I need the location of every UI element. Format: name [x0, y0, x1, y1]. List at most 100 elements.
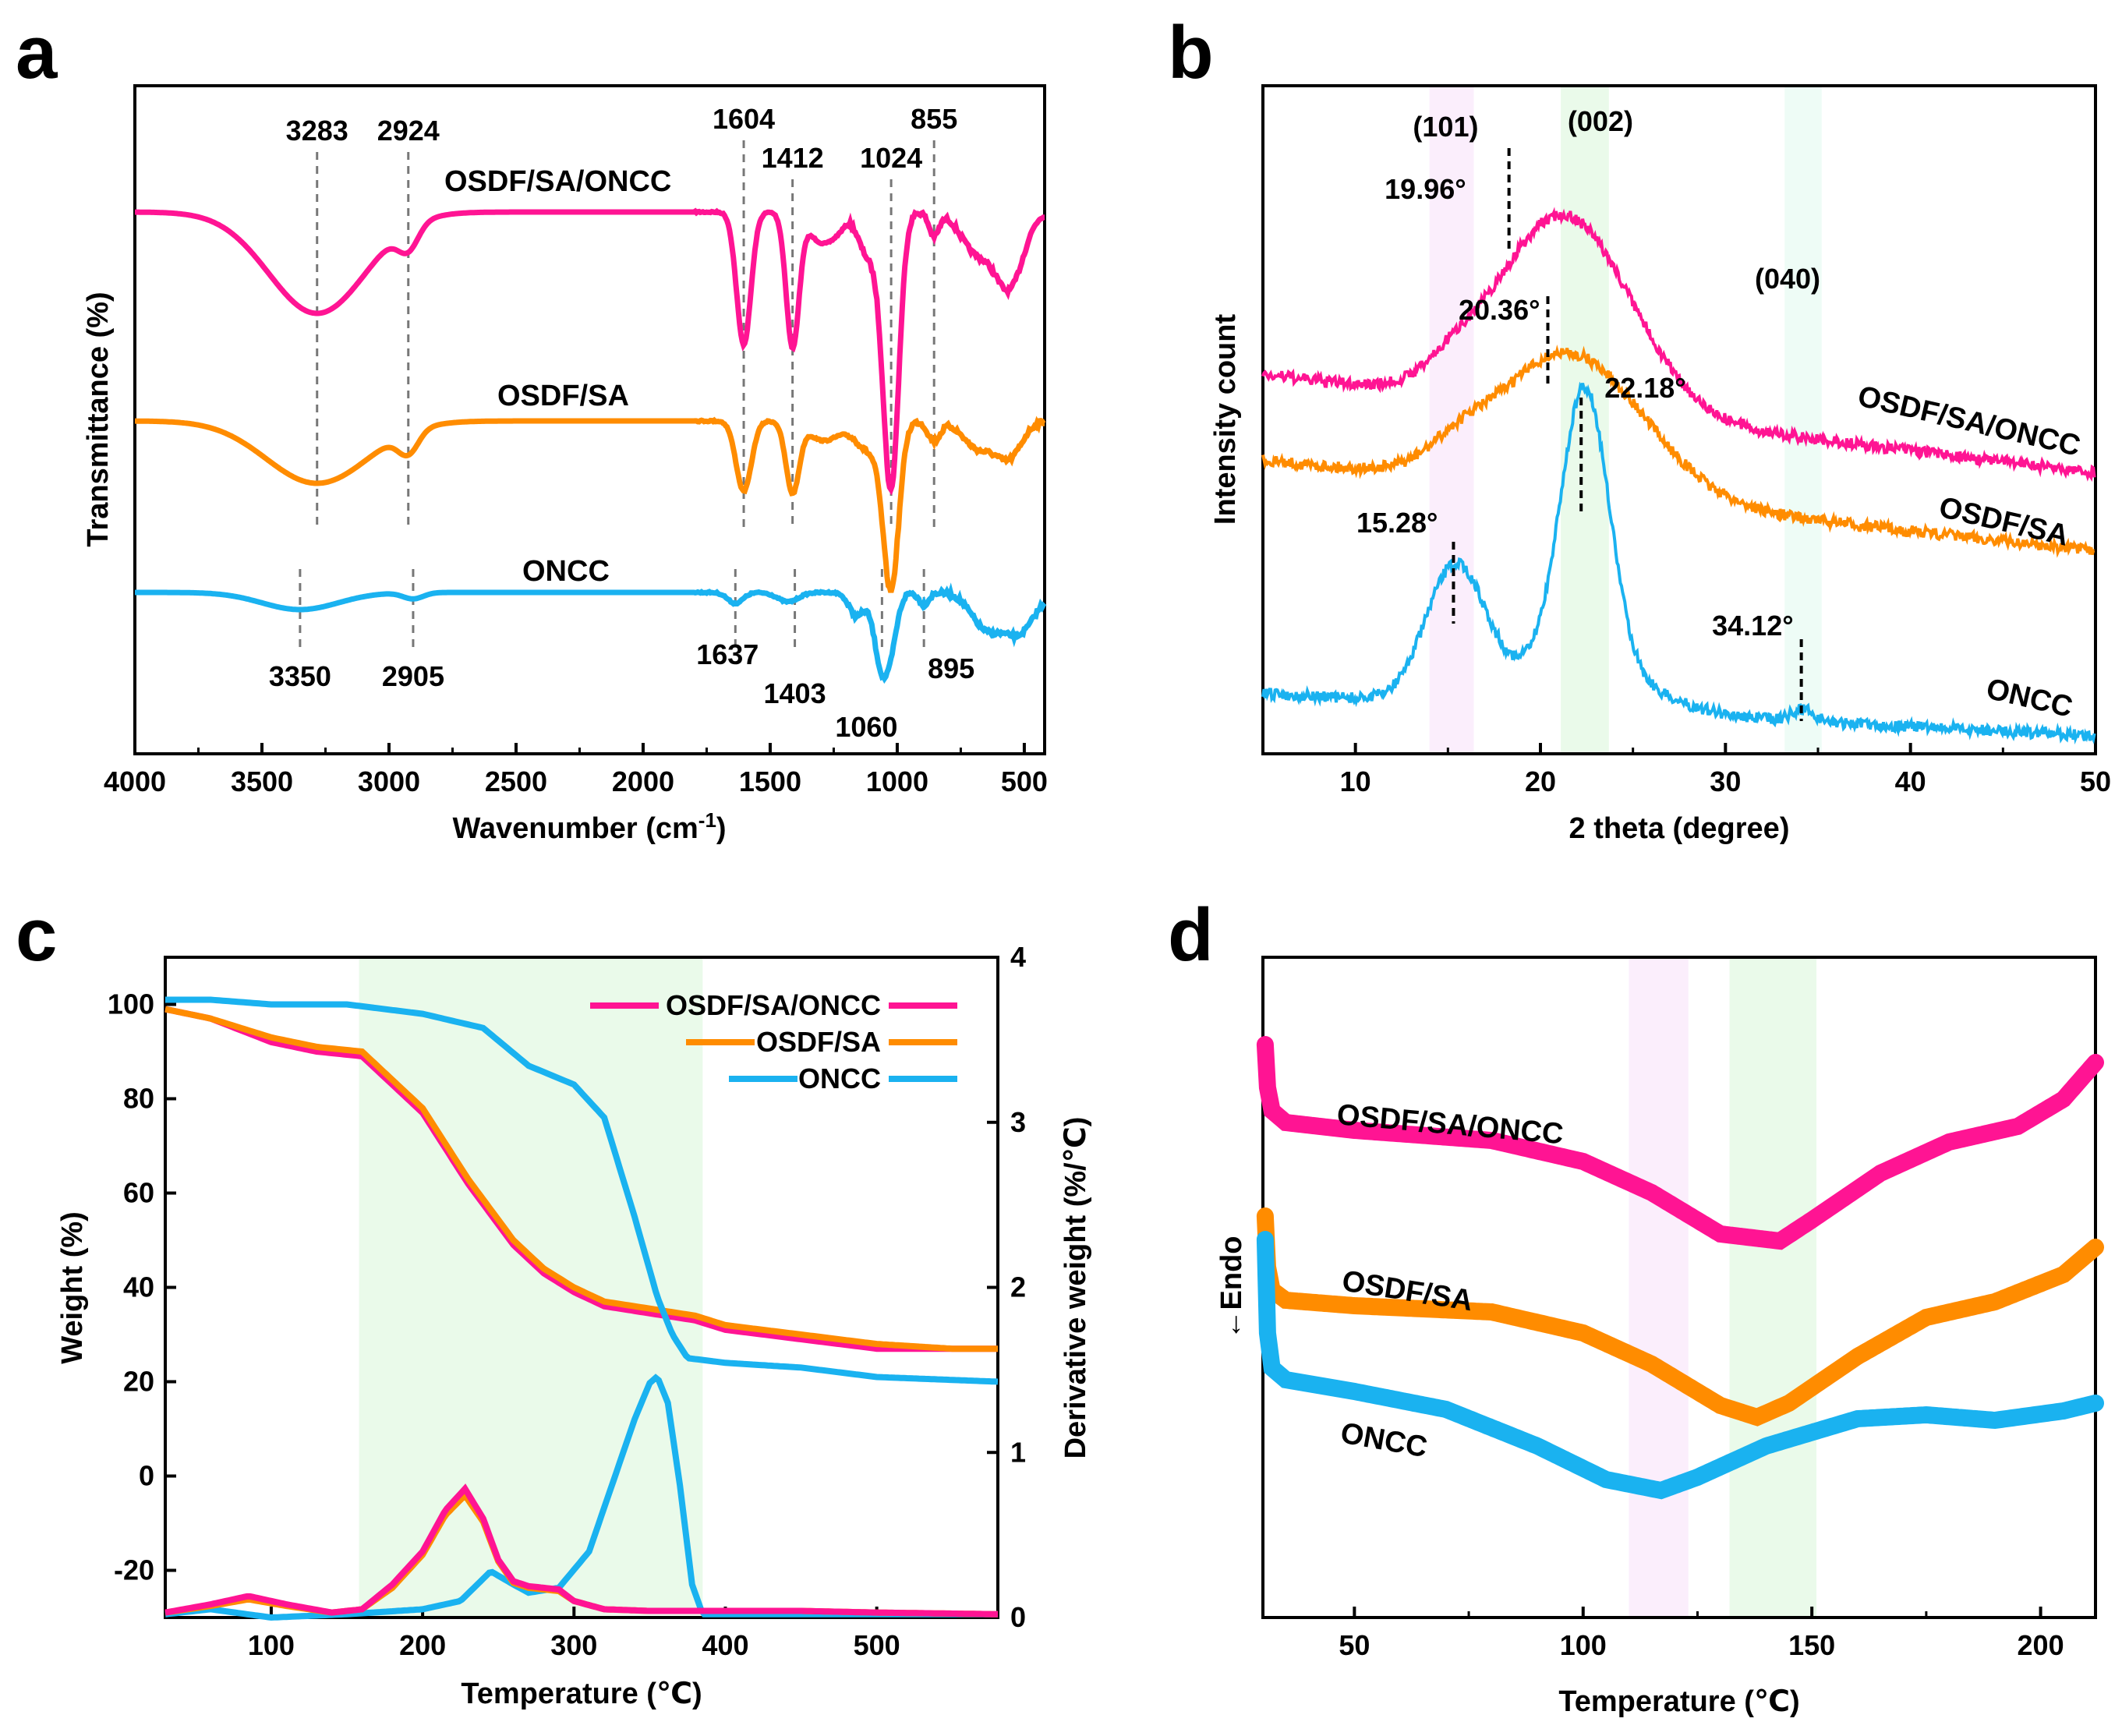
peak-label: 1024	[860, 142, 922, 174]
y-axis-label-b: Intensity count	[1209, 314, 1242, 525]
x-tick-label: 3500	[231, 765, 293, 797]
y-tick-label: 100	[108, 988, 154, 1020]
highlight-bands-b	[1429, 86, 1822, 754]
x-axis-label-b: 2 theta (degree)	[1569, 812, 1790, 845]
series-osdf-sa-oncc-line	[135, 207, 1045, 496]
band-002	[1561, 86, 1609, 754]
tg-oncc-line	[165, 996, 999, 1385]
peak-label: 895	[928, 652, 974, 684]
panel-letter-d: d	[1168, 893, 1214, 977]
series-osdf-sa-oncc-line	[1261, 207, 2096, 483]
tg-osdf-sa-oncc-line	[164, 1006, 998, 1352]
y-axis-label-c: Weight (%)	[56, 1211, 89, 1364]
y-tick-label: 80	[123, 1083, 154, 1115]
panel-a: a 4000 3500 3000 2500 2000 1500 1000 500 OSDF/S…	[16, 11, 1048, 845]
peak-angle-label: 15.28°	[1356, 507, 1438, 539]
series-label-osdf-sa-oncc: OSDF/SA/ONCC	[444, 165, 671, 198]
peak-label: 1403	[764, 677, 826, 709]
panel-c: c 100 200 300 400 500 -20 0 20 40 60 80 100 0 1 2 3 4 OS…	[16, 893, 1092, 1710]
dtg-osdf-sa-oncc-line	[164, 1483, 999, 1618]
series-label-oncc: ONCC	[522, 555, 610, 588]
x-tick-label: 400	[702, 1629, 748, 1661]
peak-angle-label: 19.96°	[1385, 173, 1466, 205]
legend-label-osdf-sa: OSDF/SA	[756, 1026, 881, 1058]
panel-d: d 50 100 150 200 OSDF/SA/ONCC OSDF/SA ONCC …	[1168, 893, 2104, 1718]
y-right-tick-label: 4	[1010, 941, 1026, 973]
x-tick-label: 200	[399, 1629, 446, 1661]
series-oncc-line	[135, 582, 1047, 684]
series-label-oncc: ONCC	[1983, 673, 2075, 724]
y-tick-label: 0	[139, 1460, 154, 1492]
legend-label-osdf-sa-oncc: OSDF/SA/ONCC	[666, 989, 881, 1021]
x-tick-label: 2500	[485, 765, 547, 797]
series-label-oncc: ONCC	[1338, 1417, 1429, 1465]
panel-letter-a: a	[16, 11, 58, 94]
peak-label: 1412	[762, 142, 824, 174]
x-tick-label: 50	[2080, 765, 2111, 797]
x-tick-label: 500	[1001, 765, 1048, 797]
plane-label: (002)	[1568, 105, 1633, 137]
x-tick-label: 10	[1340, 765, 1371, 797]
x-tick-label: 30	[1710, 765, 1741, 797]
x-tick-label: 100	[248, 1629, 295, 1661]
band-pink	[1629, 957, 1689, 1618]
y-right-tick-label: 0	[1010, 1601, 1026, 1633]
x-axis-label-a: Wavenumber (cm-1)	[452, 808, 726, 845]
x-ticks-a: 4000 3500 3000 2500 2000 1500 1000 500	[104, 743, 1048, 797]
x-tick-label: 300	[550, 1629, 597, 1661]
tg-osdf-sa-line	[164, 1006, 998, 1352]
peak-angle-label: 20.36°	[1459, 294, 1540, 326]
x-tick-label: 50	[1339, 1629, 1370, 1661]
x-ticks-b: 10 20 30 40 50	[1261, 743, 2111, 797]
series-osdf-sa-oncc-line	[1256, 1036, 2104, 1250]
panel-letter-c: c	[16, 893, 57, 977]
y-axis-label-d: ←Endo	[1215, 1236, 1248, 1340]
y-tick-label: 40	[123, 1271, 154, 1303]
peak-label: 2924	[377, 115, 440, 147]
peak-angle-label: 34.12°	[1712, 610, 1793, 642]
legend-c: OSDF/SA/ONCC OSDF/SA ONCC	[590, 989, 957, 1094]
band-040	[1784, 86, 1822, 754]
y-tick-label: 60	[123, 1177, 154, 1209]
y-tick-label: -20	[114, 1554, 154, 1586]
series-osdf-sa-line	[1256, 1207, 2104, 1427]
y-axis-right-label-c: Derivative weight (%/℃)	[1059, 1117, 1092, 1459]
x-axis-label-c: Temperature (℃)	[461, 1678, 702, 1710]
x-tick-label: 1500	[739, 765, 801, 797]
peak-label: 855	[911, 103, 957, 135]
highlight-band-c	[359, 957, 703, 1618]
peak-label: 3283	[286, 115, 348, 147]
series-oncc-line	[1256, 1231, 2104, 1500]
peak-label: 1604	[713, 103, 775, 135]
peak-guide-lines-a	[299, 140, 935, 647]
peak-label: 3350	[269, 660, 331, 692]
x-ticks-d: 50 100 150 200	[1339, 1607, 2064, 1661]
series-osdf-sa-line	[135, 415, 1046, 593]
x-tick-label: 500	[854, 1629, 900, 1661]
series-label-osdf-sa: OSDF/SA	[1936, 491, 2071, 553]
plane-label: (101)	[1413, 111, 1478, 143]
axis-ticks-c: 100 200 300 400 500 -20 0 20 40 60 80 100 0 1 2 3 4	[108, 941, 1026, 1661]
band-101	[1429, 86, 1474, 754]
x-tick-label: 40	[1895, 765, 1926, 797]
x-tick-label: 150	[1788, 1629, 1835, 1661]
plot-frame-b	[1261, 84, 2097, 755]
legend-label-oncc: ONCC	[798, 1062, 881, 1094]
x-tick-label: 3000	[358, 765, 420, 797]
peak-angle-label: 22.18°	[1604, 372, 1685, 404]
panel-letter-b: b	[1168, 11, 1214, 94]
peak-label: 1637	[696, 638, 759, 670]
x-tick-label: 100	[1560, 1629, 1607, 1661]
y-right-tick-label: 2	[1010, 1271, 1026, 1303]
x-tick-label: 1000	[866, 765, 928, 797]
peak-label: 1060	[835, 711, 897, 743]
y-right-tick-label: 1	[1010, 1436, 1026, 1468]
x-tick-label: 2000	[612, 765, 674, 797]
series-oncc-line	[1261, 381, 2096, 745]
series-osdf-sa-line	[1261, 345, 2095, 558]
x-tick-label: 4000	[104, 765, 166, 797]
highlight-bands-d	[1629, 957, 1817, 1618]
y-right-tick-label: 3	[1010, 1106, 1026, 1138]
